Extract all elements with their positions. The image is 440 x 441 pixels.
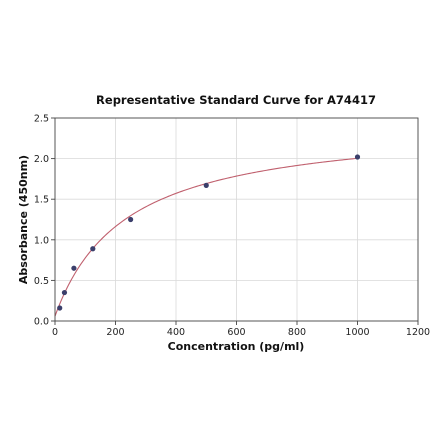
y-tick-label: 1.5 <box>34 195 49 206</box>
data-point <box>354 154 361 160</box>
data-point <box>61 289 68 296</box>
x-tick-label: 600 <box>227 327 245 338</box>
data-point <box>71 265 77 271</box>
fit-curve-layer <box>54 157 358 317</box>
grid <box>55 118 418 321</box>
y-tick-label: 1.0 <box>34 235 49 246</box>
x-tick-label: 800 <box>288 327 306 338</box>
data-points <box>57 154 361 311</box>
x-axis-label: Concentration (pg/ml) <box>168 340 305 353</box>
x-tick-label: 1000 <box>345 327 369 338</box>
data-point <box>57 305 63 311</box>
y-tick-label: 2.5 <box>34 114 49 125</box>
x-tick-label: 1200 <box>406 327 430 338</box>
data-point <box>90 246 96 252</box>
data-point <box>203 182 209 188</box>
x-tick-label: 200 <box>106 327 124 338</box>
axis-ticks: 0 200 400 600 800 1000 1200 0.0 0.5 1.0 1.5 2.0 2.5 <box>34 114 430 339</box>
chart-title: Representative Standard Curve for A74417 <box>96 93 376 107</box>
y-axis-label: Absorbance (450nm) <box>17 155 30 284</box>
y-tick-label: 0.0 <box>34 317 49 328</box>
x-tick-label: 0 <box>52 327 58 338</box>
y-tick-label: 0.5 <box>34 276 49 287</box>
x-tick-label: 400 <box>167 327 185 338</box>
fit-curve <box>54 157 358 317</box>
y-tick-label: 2.0 <box>34 154 49 165</box>
data-point <box>128 216 134 223</box>
